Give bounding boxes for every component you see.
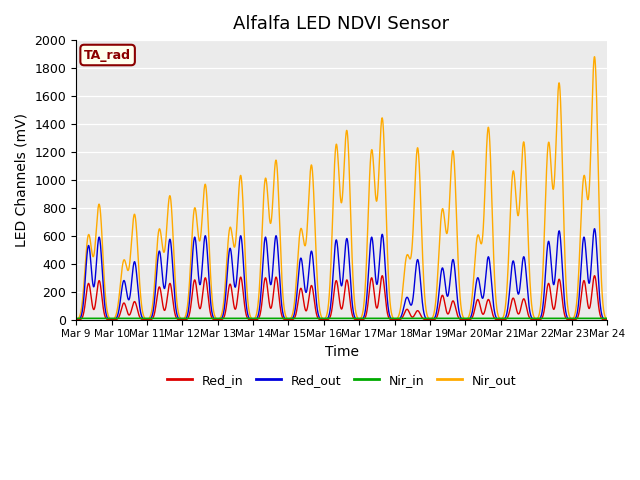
Y-axis label: LED Channels (mV): LED Channels (mV) (15, 113, 29, 247)
Nir_out (536, 311, 543, 317)
Legend: Red_in, Red_out, Nir_in, Nir_out: Red_in, Red_out, Nir_in, Nir_out (161, 369, 522, 392)
Line: Nir_out: Nir_out (76, 57, 607, 320)
Nir_in (133, 315, 141, 321)
Red_out (164, 248, 172, 254)
Red_out (276, 276, 284, 282)
Red_out (536, 316, 543, 322)
Text: TA_rad: TA_rad (84, 48, 131, 61)
Red_in (164, 288, 172, 293)
Nir_out (133, 229, 141, 235)
Nir_out (603, 316, 611, 322)
Nir_out (276, 223, 284, 228)
Nir_in (299, 315, 307, 321)
Red_out (299, 265, 307, 271)
Red_out (133, 272, 141, 277)
X-axis label: Time: Time (324, 345, 358, 359)
Red_in (299, 292, 307, 298)
Red_out (72, 317, 80, 323)
Nir_in (276, 315, 284, 321)
Red_in (276, 300, 284, 306)
Nir_in (593, 315, 600, 321)
Nir_in (72, 315, 80, 321)
Nir_out (591, 54, 598, 60)
Red_out (593, 246, 600, 252)
Red_in (536, 317, 543, 323)
Red_in (426, 317, 434, 323)
Nir_in (536, 315, 543, 321)
Red_in (591, 273, 598, 278)
Title: Alfalfa LED NDVI Sensor: Alfalfa LED NDVI Sensor (234, 15, 450, 33)
Nir_out (72, 317, 80, 323)
Red_out (591, 226, 598, 231)
Red_in (603, 317, 611, 323)
Line: Red_out: Red_out (76, 228, 607, 320)
Nir_out (164, 204, 172, 210)
Red_in (593, 287, 601, 292)
Red_in (72, 317, 80, 323)
Nir_in (164, 315, 172, 321)
Red_out (603, 317, 611, 323)
Nir_out (593, 98, 600, 104)
Line: Red_in: Red_in (76, 276, 607, 320)
Nir_in (603, 315, 611, 321)
Red_in (133, 304, 141, 310)
Nir_out (299, 232, 307, 238)
